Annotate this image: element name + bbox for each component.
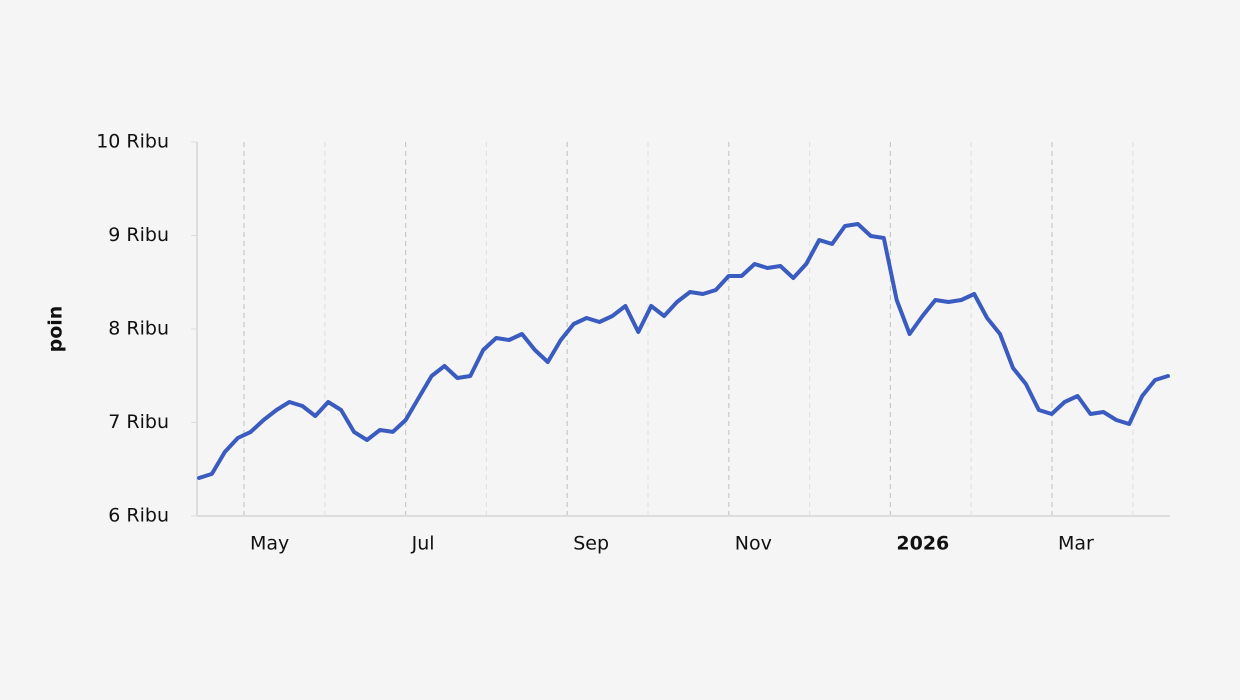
x-tick-label: Nov: [735, 533, 772, 555]
x-tick-label: 2026: [896, 533, 949, 555]
y-tick-label: 8 Ribu: [108, 318, 169, 340]
x-tick-label: May: [250, 533, 289, 555]
x-tick-label: Jul: [411, 533, 435, 555]
x-tick-label: Sep: [573, 533, 609, 555]
x-tick-label: Mar: [1058, 533, 1094, 555]
y-axis-title: poin: [45, 306, 67, 353]
y-tick-label: 6 Ribu: [108, 505, 169, 527]
y-tick-label: 7 Ribu: [108, 411, 169, 433]
data-line: [197, 222, 1170, 480]
y-tick-label: 10 Ribu: [96, 131, 169, 153]
y-tick-label: 9 Ribu: [108, 224, 169, 246]
